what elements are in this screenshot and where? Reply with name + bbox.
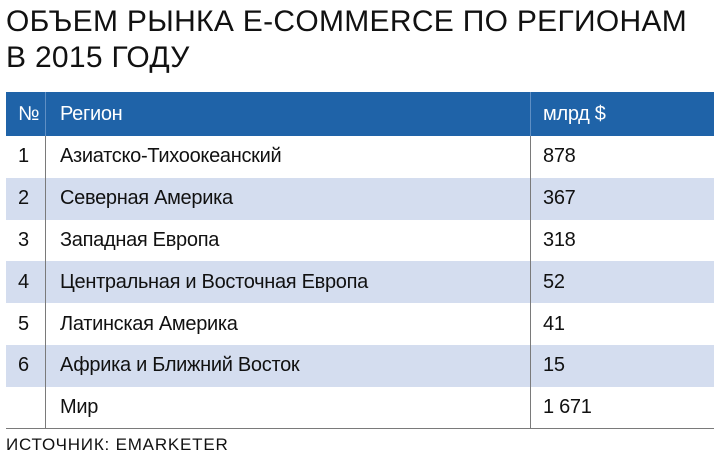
row-region: Западная Европа [60, 228, 220, 251]
row-region: Азиатско-Тихоокеанский [60, 145, 282, 168]
header-num: № [6, 92, 46, 136]
row-num: 5 [6, 303, 46, 345]
header-region: Регион [60, 102, 123, 125]
table-total-row: Мир 1 671 [6, 386, 714, 429]
row-value: 1 671 [530, 386, 714, 429]
table-row: 4 Центральная и Восточная Европа 52 [6, 261, 714, 304]
table-row: 5 Латинская Америка 41 [6, 303, 714, 345]
row-region: Мир [60, 396, 99, 419]
row-num: 4 [6, 261, 46, 304]
row-num: 3 [6, 219, 46, 262]
source-note: ИСТОЧНИК: EMARKETER [6, 435, 229, 454]
row-value: 15 [530, 344, 714, 387]
row-region: Африка и Ближний Восток [60, 354, 300, 377]
table-bottom-rule [6, 428, 714, 429]
table-header-row: № Регион млрд $ [6, 92, 714, 136]
header-value: млрд $ [530, 92, 714, 136]
row-region: Северная Америка [60, 187, 233, 210]
row-value: 41 [530, 303, 714, 345]
row-num [6, 386, 46, 429]
table-row: 1 Азиатско-Тихоокеанский 878 [6, 136, 714, 178]
table-row: 6 Африка и Ближний Восток 15 [6, 344, 714, 387]
row-region: Центральная и Восточная Европа [60, 270, 368, 293]
row-region: Латинская Америка [60, 312, 238, 335]
row-value: 52 [530, 261, 714, 304]
table-row: 3 Западная Европа 318 [6, 219, 714, 262]
data-table: № Регион млрд $ 1 Азиатско-Тихоокеанский… [6, 92, 714, 429]
row-value: 878 [530, 136, 714, 178]
row-value: 318 [530, 219, 714, 262]
row-value: 367 [530, 177, 714, 220]
row-num: 2 [6, 177, 46, 220]
table-row: 2 Северная Америка 367 [6, 177, 714, 220]
chart-title: ОБЪЕМ РЫНКА E-COMMERCE ПО РЕГИОНАМ В 201… [6, 5, 688, 74]
row-num: 1 [6, 136, 46, 178]
row-num: 6 [6, 344, 46, 387]
